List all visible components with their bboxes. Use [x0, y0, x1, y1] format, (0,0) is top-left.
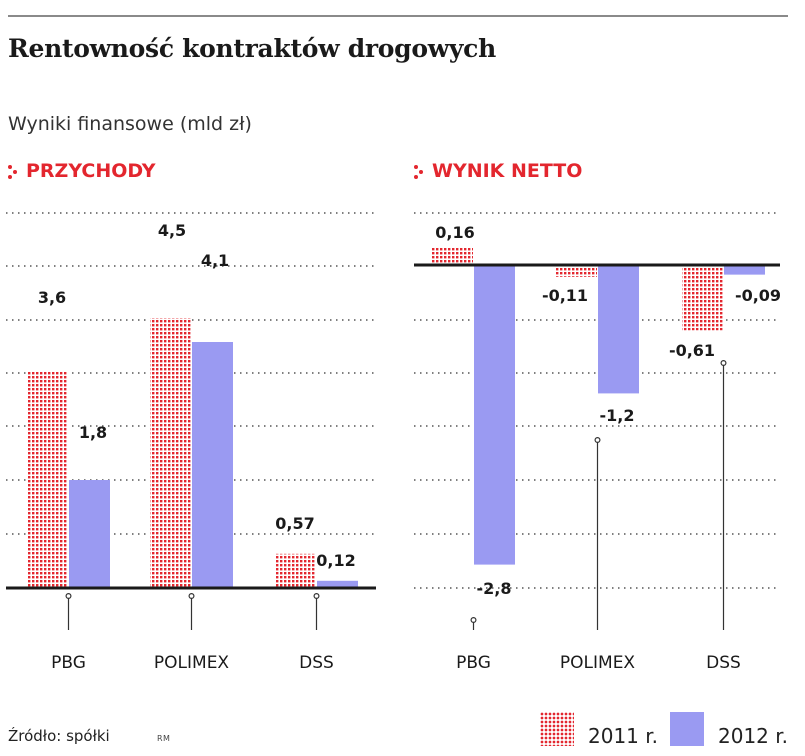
- bar-polimex-2011: [150, 318, 191, 588]
- data-label: 0,12: [316, 551, 355, 570]
- data-label: -0,09: [735, 286, 781, 305]
- labels-layer: PBG POLIMEX DSS PBG POLIMEX DSS 3,6 4,5 0,57 1,8 4…: [38, 221, 781, 673]
- legend-swatch-2011: [540, 712, 574, 746]
- axes-layer: [6, 263, 780, 630]
- section-title-revenue-label: PRZYCHODY: [26, 160, 156, 182]
- data-label: 1,8: [79, 423, 107, 442]
- category-pin-dot: [313, 592, 320, 599]
- category-label: PBG: [456, 653, 491, 673]
- data-label: -0,61: [669, 341, 715, 360]
- bar-pbg-2011: [27, 372, 68, 588]
- section-title-net-label: WYNIK NETTO: [432, 160, 583, 182]
- category-label: PBG: [51, 653, 86, 673]
- category-pin-dot: [188, 592, 195, 599]
- bar-dss-2011: [682, 265, 723, 331]
- legend-label-2011: 2011 r.: [588, 724, 658, 748]
- bar-dss-2011: [275, 553, 316, 588]
- bar-dss-2012: [724, 265, 765, 275]
- dots-icon: [8, 160, 20, 180]
- bars-layer: [27, 247, 765, 588]
- data-label: 0,57: [275, 514, 314, 533]
- bar-pbg-2012: [69, 480, 110, 588]
- grid-lines: [6, 212, 780, 589]
- legend-label-2012: 2012 r.: [718, 724, 788, 748]
- category-pin-dot: [65, 592, 72, 599]
- chart-subtitle: Wyniki finansowe (mld zł): [8, 113, 252, 135]
- bar-polimex-2012: [598, 265, 639, 394]
- bar-pbg-2012: [474, 265, 515, 565]
- data-label: 0,16: [435, 223, 474, 242]
- data-label: -2,8: [477, 579, 512, 598]
- section-title-net: WYNIK NETTO: [414, 160, 582, 182]
- data-label: -0,11: [542, 286, 588, 305]
- bar-polimex-2011: [556, 265, 597, 277]
- data-label: 4,1: [201, 251, 229, 270]
- data-label: -1,2: [600, 406, 635, 425]
- category-pin-dot: [720, 360, 727, 367]
- legend-swatch-2012: [670, 712, 704, 746]
- dots-icon: [414, 160, 426, 180]
- bar-polimex-2012: [192, 342, 233, 588]
- section-title-revenue: PRZYCHODY: [8, 160, 156, 182]
- category-label: POLIMEX: [560, 653, 636, 673]
- chart-canvas: PBG POLIMEX DSS PBG POLIMEX DSS 3,6 4,5 0,57 1,8 4…: [6, 212, 781, 673]
- category-label: POLIMEX: [154, 653, 230, 673]
- bar-dss-2012: [317, 580, 358, 588]
- category-label: DSS: [299, 653, 334, 673]
- source-note: Źródło: spółki: [8, 727, 110, 745]
- category-pin-dot: [470, 616, 477, 623]
- author-credit: RM: [157, 734, 171, 743]
- top-rule: [8, 15, 788, 17]
- category-pin-dot: [594, 437, 601, 444]
- data-label: 4,5: [158, 221, 186, 240]
- bar-pbg-2011: [432, 247, 473, 265]
- category-label: DSS: [706, 653, 741, 673]
- data-label: 3,6: [38, 288, 66, 307]
- chart-title: Rentowność kontraktów drogowych: [8, 34, 496, 63]
